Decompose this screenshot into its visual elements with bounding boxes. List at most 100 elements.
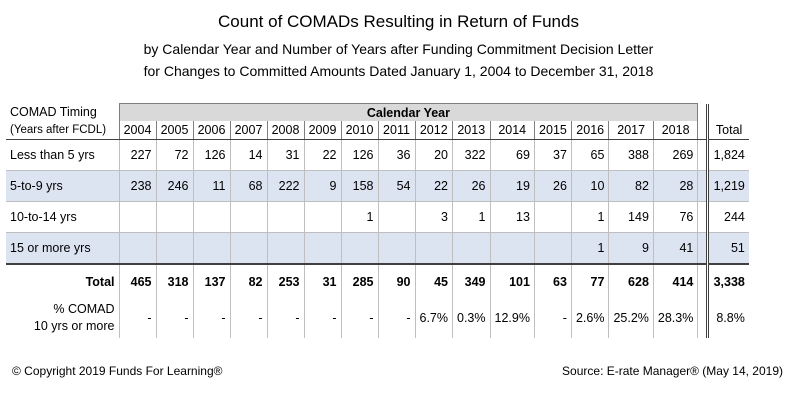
table-cell: 222 bbox=[266, 170, 304, 202]
table-cell: 28 bbox=[652, 170, 698, 202]
table-cell bbox=[266, 232, 304, 265]
table-cell bbox=[118, 201, 156, 233]
year-header-2017: 2017 bbox=[608, 121, 654, 140]
table-cell: 158 bbox=[340, 170, 378, 202]
table-cell: 72 bbox=[155, 139, 193, 171]
table-cell: 1 bbox=[340, 201, 378, 233]
totals-cell: 285 bbox=[340, 264, 378, 298]
table-cell bbox=[118, 232, 156, 265]
table-row: Less than 5 yrs 227 72 126 14 31 22 126 36 20 322 6… bbox=[6, 139, 749, 171]
pct-cell: - bbox=[192, 298, 230, 338]
calendar-year-header: Calendar Year bbox=[118, 103, 699, 121]
pct-total: 8.8% bbox=[706, 298, 749, 338]
table-cell bbox=[452, 232, 490, 265]
row-label: 10-to-14 yrs bbox=[6, 201, 119, 233]
year-header-2004: 2004 bbox=[118, 121, 156, 140]
year-header-2018: 2018 bbox=[652, 121, 698, 140]
table-cell: 9 bbox=[303, 170, 341, 202]
pct-cell: 2.6% bbox=[570, 298, 609, 338]
year-header-2010: 2010 bbox=[340, 121, 378, 140]
table-cell: 26 bbox=[452, 170, 490, 202]
totals-cell: 253 bbox=[266, 264, 304, 298]
comad-table: COMAD Timing Calendar Year (Years after … bbox=[6, 103, 749, 338]
table-cell bbox=[340, 232, 378, 265]
totals-cell: 63 bbox=[533, 264, 572, 298]
totals-label: Total bbox=[85, 274, 115, 289]
row-label: 15 or more yrs bbox=[6, 232, 119, 265]
table-cell bbox=[155, 232, 193, 265]
year-header-2014: 2014 bbox=[489, 121, 535, 140]
pct-cell: - bbox=[229, 298, 267, 338]
totals-cell: 318 bbox=[155, 264, 193, 298]
pct-cell: 6.7% bbox=[414, 298, 453, 338]
pct-cell: - bbox=[266, 298, 304, 338]
table-cell bbox=[266, 201, 304, 233]
table-cell: 54 bbox=[377, 170, 415, 202]
table-cell bbox=[489, 232, 535, 265]
grand-total: 3,338 bbox=[706, 264, 749, 298]
table-cell bbox=[303, 232, 341, 265]
year-header-2011: 2011 bbox=[377, 121, 415, 140]
table-cell: 41 bbox=[652, 232, 698, 265]
table-cell: 322 bbox=[452, 139, 490, 171]
totals-cell: 31 bbox=[303, 264, 341, 298]
header-row-1: COMAD Timing Calendar Year bbox=[6, 103, 749, 121]
table-cell: 1 bbox=[570, 232, 609, 265]
page-subtitle-2: for Changes to Committed Amounts Dated J… bbox=[143, 63, 654, 79]
pct-cell: - bbox=[533, 298, 572, 338]
table-cell: 149 bbox=[608, 201, 654, 233]
table-cell: 9 bbox=[608, 232, 654, 265]
page-title: Count of COMADs Resulting in Return of F… bbox=[218, 12, 579, 31]
year-header-2012: 2012 bbox=[414, 121, 453, 140]
pct-cell: 0.3% bbox=[452, 298, 490, 338]
pct-cell: - bbox=[340, 298, 378, 338]
table-cell: 19 bbox=[489, 170, 535, 202]
source-text: Source: E-rate Manager® (May 14, 2019) bbox=[562, 364, 783, 378]
totals-cell: 77 bbox=[570, 264, 609, 298]
pct-cell: - bbox=[303, 298, 341, 338]
year-header-2009: 2009 bbox=[303, 121, 341, 140]
pct-cell: - bbox=[155, 298, 193, 338]
totals-cell: 349 bbox=[452, 264, 490, 298]
table-row: 5-to-9 yrs 238 246 11 68 222 9 158 54 22 26 19 26 10 8… bbox=[6, 170, 749, 202]
totals-cell: 628 bbox=[608, 264, 654, 298]
table-cell: 65 bbox=[570, 139, 609, 171]
pct-cell: - bbox=[377, 298, 415, 338]
table-cell: 10 bbox=[570, 170, 609, 202]
table-cell: 14 bbox=[229, 139, 267, 171]
table-cell: 388 bbox=[608, 139, 654, 171]
table-row: 15 or more yrs 1 9 41 51 bbox=[6, 232, 749, 265]
table-cell: 22 bbox=[414, 170, 453, 202]
table-cell: 3 bbox=[414, 201, 453, 233]
table-cell: 31 bbox=[266, 139, 304, 171]
table-cell: 20 bbox=[414, 139, 453, 171]
row-label: 5-to-9 yrs bbox=[6, 170, 119, 202]
table-cell bbox=[229, 232, 267, 265]
pct-cell: - bbox=[118, 298, 156, 338]
row-label: Less than 5 yrs bbox=[6, 139, 119, 171]
row-total: 244 bbox=[706, 201, 749, 233]
header-row-2: (Years after FCDL) 2004 2005 2006 2007 2008 2… bbox=[6, 121, 749, 140]
table-cell bbox=[533, 201, 572, 233]
table-cell: 69 bbox=[489, 139, 535, 171]
pct-cell: 28.3% bbox=[652, 298, 698, 338]
table-cell: 68 bbox=[229, 170, 267, 202]
total-header: Total bbox=[706, 121, 749, 140]
row-total: 1,219 bbox=[706, 170, 749, 202]
table-cell: 246 bbox=[155, 170, 193, 202]
table-cell: 1 bbox=[452, 201, 490, 233]
year-header-2007: 2007 bbox=[229, 121, 267, 140]
table-cell bbox=[533, 232, 572, 265]
year-header-2006: 2006 bbox=[192, 121, 230, 140]
table-row: 10-to-14 yrs 1 3 1 13 1 149 76 244 bbox=[6, 201, 749, 233]
table-cell: 227 bbox=[118, 139, 156, 171]
totals-cell: 137 bbox=[192, 264, 230, 298]
table-cell bbox=[377, 232, 415, 265]
table-cell: 1 bbox=[570, 201, 609, 233]
table-cell bbox=[303, 201, 341, 233]
copyright-text: © Copyright 2019 Funds For Learning® bbox=[12, 364, 223, 378]
table-cell bbox=[192, 201, 230, 233]
table-cell bbox=[192, 232, 230, 265]
table-cell: 76 bbox=[652, 201, 698, 233]
year-header-2015: 2015 bbox=[533, 121, 572, 140]
